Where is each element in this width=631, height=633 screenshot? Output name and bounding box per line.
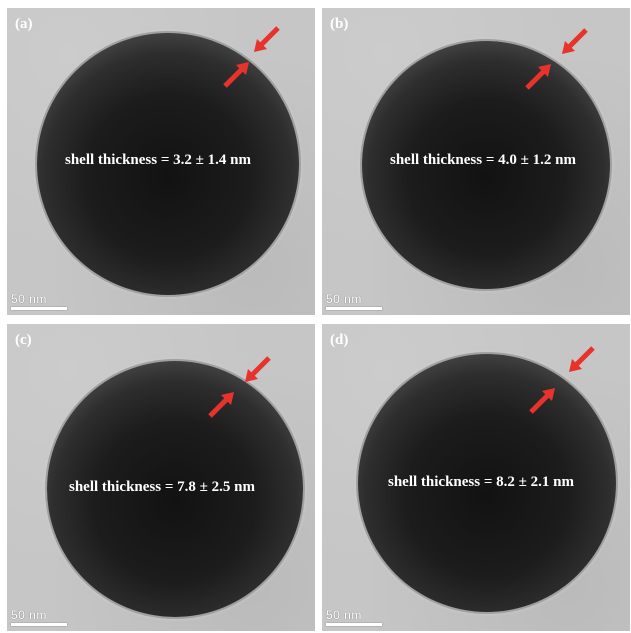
scale-bar: 50 nm <box>11 293 67 311</box>
core-shell-particle <box>362 41 610 289</box>
shell-thickness-label: shell thickness = 3.2 ± 1.4 nm <box>65 152 251 168</box>
scale-bar: 50 nm <box>326 609 382 627</box>
scale-bar-line <box>326 623 382 626</box>
arrow-outer-icon <box>569 346 595 372</box>
core-shell-particle <box>47 361 303 617</box>
arrow-inner-icon <box>208 392 234 418</box>
scale-bar: 50 nm <box>326 293 382 311</box>
scale-bar-label: 50 nm <box>326 608 362 622</box>
core-shell-particle <box>358 354 616 612</box>
panel-label: (c) <box>15 332 32 348</box>
arrow-outer-icon <box>562 28 588 54</box>
panel-label: (b) <box>330 16 349 32</box>
scale-bar-label: 50 nm <box>11 292 47 306</box>
shell-thickness-label: shell thickness = 4.0 ± 1.2 nm <box>390 152 576 168</box>
panel-label: (a) <box>15 16 33 32</box>
shell-thickness-label: shell thickness = 7.8 ± 2.5 nm <box>69 479 255 495</box>
panel-label: (d) <box>330 332 349 348</box>
arrow-inner-icon <box>529 388 555 414</box>
panel-a: (a) shell thickness = 3.2 ± 1.4 nm 50 nm <box>7 8 315 315</box>
panel-b: (b) shell thickness = 4.0 ± 1.2 nm 50 nm <box>322 8 630 315</box>
arrow-outer-icon <box>254 26 280 52</box>
scale-bar-label: 50 nm <box>326 292 362 306</box>
scale-bar-line <box>11 623 67 626</box>
shell-thickness-label: shell thickness = 8.2 ± 2.1 nm <box>388 474 574 490</box>
scale-bar-label: 50 nm <box>11 608 47 622</box>
panel-d: (d) shell thickness = 8.2 ± 2.1 nm 50 nm <box>322 324 630 631</box>
arrow-inner-icon <box>525 64 551 90</box>
arrow-inner-icon <box>223 62 249 88</box>
panel-c: (c) shell thickness = 7.8 ± 2.5 nm 50 nm <box>7 324 315 631</box>
arrow-outer-icon <box>245 356 271 382</box>
core-shell-particle <box>37 33 299 295</box>
scale-bar-line <box>11 307 67 310</box>
scale-bar-line <box>326 307 382 310</box>
scale-bar: 50 nm <box>11 609 67 627</box>
